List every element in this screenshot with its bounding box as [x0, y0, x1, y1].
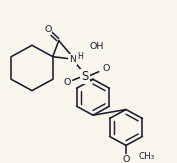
Text: O: O	[44, 25, 52, 34]
Text: O: O	[63, 78, 70, 87]
Text: O: O	[122, 155, 130, 163]
Text: OH: OH	[90, 42, 104, 51]
Text: S: S	[81, 70, 88, 83]
Text: H: H	[77, 52, 83, 61]
Text: N: N	[69, 55, 76, 64]
Text: CH₃: CH₃	[139, 152, 155, 161]
Text: O: O	[102, 64, 109, 73]
